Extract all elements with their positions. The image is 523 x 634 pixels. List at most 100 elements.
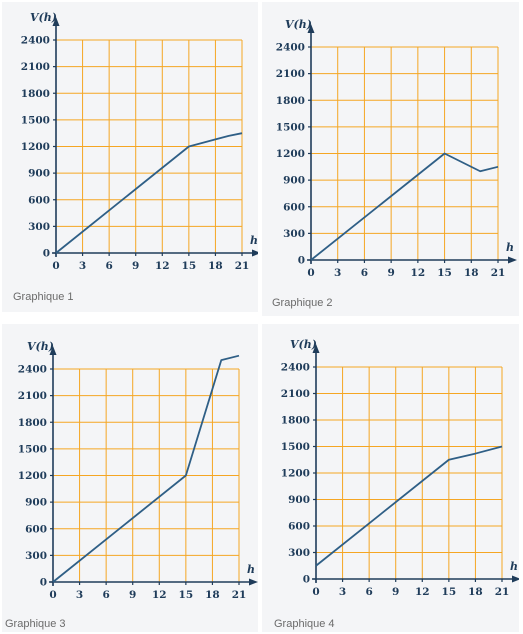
x-tick-label: 0: [52, 260, 59, 272]
grid: [55, 39, 243, 254]
x-tick-label: 12: [155, 260, 170, 272]
y-tick-label: 2100: [281, 388, 310, 400]
y-tick-label: 0: [40, 577, 47, 589]
x-tick-label: 6: [361, 267, 368, 279]
chart-1-svg: 0 300 600 900 1200 1500 1800 2100 2400 0 3 6 9 12 15 18…: [21, 11, 258, 272]
x-axis-label: h: [247, 563, 255, 576]
y-tick-label: 2100: [21, 61, 50, 73]
caption-3: Graphique 3: [5, 618, 66, 630]
x-tick-label: 0: [312, 586, 319, 598]
y-tick-label: 900: [25, 497, 47, 509]
y-tick-label: 0: [303, 574, 310, 586]
x-axis-arrow: [252, 249, 258, 257]
caption-4: Graphique 4: [274, 618, 335, 630]
x-tick-label: 6: [365, 586, 372, 598]
y-axis-arrow: [312, 344, 320, 353]
y-tick-label: 1200: [18, 470, 47, 482]
x-tick-label: 9: [392, 586, 399, 598]
y-tick-label: 1200: [276, 148, 305, 160]
x-tick-label: 21: [491, 267, 506, 279]
x-tick-label: 18: [205, 589, 220, 601]
x-axis-label: h: [510, 560, 518, 573]
chart-4-svg: 0 300 600 900 1200 1500 1800 2100 2400 0 3 6 9 12 15 18…: [281, 338, 519, 598]
x-tick-label: 9: [132, 260, 139, 272]
y-tick-label: 600: [25, 523, 47, 535]
y-axis-label: V(h): [285, 18, 312, 31]
series-line: [55, 132, 243, 254]
x-axis-arrow: [508, 256, 517, 264]
y-axis-label: V(h): [30, 11, 57, 24]
series-line: [310, 152, 499, 261]
x-tick-label: 21: [232, 589, 247, 601]
x-axis-label: h: [250, 234, 258, 247]
x-tick-label: 9: [129, 589, 136, 601]
y-axis-label: V(h): [27, 340, 54, 353]
graph-panel-2: 0 300 600 900 1200 1500 1800 2100 2400 0 3 6 9 12 15 18…: [262, 2, 519, 316]
caption-1: Graphique 1: [13, 291, 74, 303]
x-tick-label: 12: [415, 586, 430, 598]
chart-3-svg: 0 300 600 900 1200 1500 1800 2100 2400 0 3 6 9 12 15 18…: [18, 340, 258, 601]
y-tick-label: 600: [28, 194, 50, 206]
x-tick-label: 15: [182, 260, 197, 272]
x-tick-label: 6: [102, 589, 109, 601]
x-tick-label: 3: [76, 589, 83, 601]
y-tick-label: 2100: [18, 390, 47, 402]
caption-2: Graphique 2: [272, 297, 333, 309]
y-tick-label: 900: [283, 175, 305, 187]
graph-panel-3: 0 300 600 900 1200 1500 1800 2100 2400 0 3 6 9 12 15 18…: [2, 324, 258, 632]
chart-2-svg: 0 300 600 900 1200 1500 1800 2100 2400 0 3 6 9 12 15 18…: [276, 18, 517, 279]
y-tick-label: 1500: [281, 441, 310, 453]
y-tick-label: 0: [298, 255, 305, 267]
y-tick-label: 600: [283, 201, 305, 213]
series-line: [315, 445, 503, 567]
x-axis-label: h: [506, 241, 514, 254]
y-tick-label: 2100: [276, 68, 305, 80]
y-tick-label: 1800: [281, 415, 310, 427]
y-tick-label: 300: [288, 547, 310, 559]
x-tick-label: 21: [235, 260, 250, 272]
y-axis-arrow: [49, 346, 57, 355]
x-tick-label: 18: [468, 586, 483, 598]
x-tick-label: 18: [208, 260, 223, 272]
x-tick-label: 0: [307, 267, 314, 279]
y-tick-label: 600: [288, 521, 310, 533]
x-tick-label: 15: [442, 586, 457, 598]
y-tick-label: 900: [28, 168, 50, 180]
y-tick-label: 300: [25, 550, 47, 562]
x-tick-label: 12: [411, 267, 426, 279]
x-tick-label: 15: [179, 589, 194, 601]
y-tick-label: 2400: [276, 42, 305, 54]
y-axis-arrow: [52, 17, 60, 26]
x-tick-label: 12: [152, 589, 167, 601]
x-tick-label: 9: [387, 267, 394, 279]
graph-panel-4: 0 300 600 900 1200 1500 1800 2100 2400 0 3 6 9 12 15 18…: [262, 324, 519, 632]
y-tick-label: 1500: [18, 443, 47, 455]
x-axis-arrow: [512, 575, 519, 583]
x-tick-label: 18: [464, 267, 479, 279]
y-axis-arrow: [307, 24, 315, 33]
x-tick-label: 3: [339, 586, 346, 598]
x-tick-label: 0: [49, 589, 56, 601]
y-tick-label: 2400: [281, 362, 310, 374]
x-tick-label: 3: [334, 267, 341, 279]
graph-panel-1: 0 300 600 900 1200 1500 1800 2100 2400 0 3 6 9 12 15 18…: [2, 2, 258, 312]
grid: [310, 46, 499, 261]
y-axis-label: V(h): [290, 338, 317, 351]
y-tick-label: 1800: [18, 417, 47, 429]
y-tick-label: 1500: [276, 121, 305, 133]
y-tick-label: 900: [288, 494, 310, 506]
y-tick-label: 1800: [276, 95, 305, 107]
y-tick-label: 1500: [21, 114, 50, 126]
grid: [52, 368, 240, 583]
y-tick-label: 2400: [18, 364, 47, 376]
x-tick-label: 21: [495, 586, 510, 598]
grid: [315, 366, 503, 580]
x-tick-label: 15: [437, 267, 452, 279]
y-tick-label: 1200: [21, 141, 50, 153]
y-tick-label: 300: [283, 228, 305, 240]
x-tick-label: 3: [79, 260, 86, 272]
y-tick-label: 300: [28, 221, 50, 233]
y-tick-label: 2400: [21, 35, 50, 47]
x-tick-label: 6: [105, 260, 112, 272]
y-tick-label: 1800: [21, 88, 50, 100]
